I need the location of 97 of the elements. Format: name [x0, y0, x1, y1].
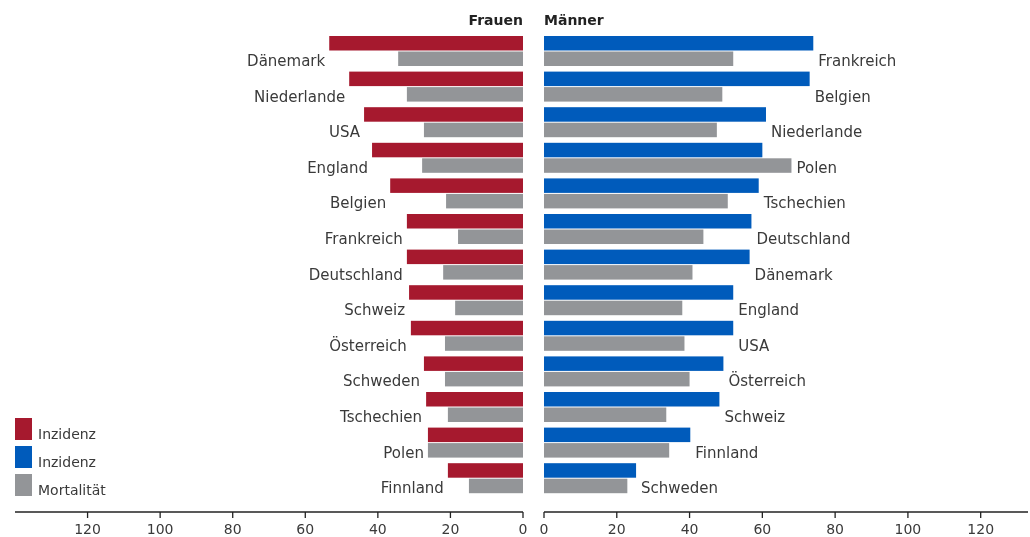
bar: [544, 285, 734, 300]
bar: [458, 229, 523, 244]
y-tick-label: USA: [738, 336, 771, 355]
bar: [423, 356, 523, 371]
y-tick-label: Dänemark: [754, 265, 834, 284]
bar: [544, 158, 792, 173]
y-tick-label: England: [738, 301, 800, 320]
bar: [468, 478, 523, 494]
bar: [544, 249, 750, 265]
bar: [329, 36, 523, 51]
bar: [446, 193, 523, 209]
bar: [544, 87, 723, 102]
bar: [426, 392, 523, 407]
y-tick-label: Schweiz: [724, 408, 786, 426]
bar: [349, 71, 523, 87]
bar: [544, 336, 685, 351]
y-tick-label: Tschechien: [762, 194, 846, 213]
y-tick-label: Belgien: [814, 87, 871, 106]
bar: [364, 107, 523, 122]
y-tick-label: England: [307, 158, 369, 177]
y-tick-label: USA: [329, 123, 361, 142]
x-tick-label: 80: [826, 521, 845, 537]
bar: [390, 178, 523, 193]
x-tick-label: 120: [967, 521, 995, 537]
bar: [443, 265, 523, 280]
x-tick-label: 60: [753, 521, 772, 537]
bar: [544, 265, 693, 280]
bar: [544, 427, 691, 443]
bar: [544, 392, 720, 407]
bar: [544, 36, 814, 51]
y-tick-label: Österreich: [329, 335, 407, 355]
y-tick-label: Dänemark: [247, 52, 326, 70]
bar: [544, 142, 763, 158]
bar: [544, 407, 667, 422]
bar: [544, 478, 628, 494]
bar: [544, 320, 734, 336]
bar: [544, 229, 704, 244]
bar: [544, 214, 752, 229]
y-tick-label: Tschechien: [338, 408, 423, 426]
x-tick-label: 0: [518, 521, 528, 537]
bar: [544, 443, 670, 458]
bar: [447, 407, 523, 422]
bar: [427, 427, 523, 443]
bar: [372, 142, 523, 158]
y-tick-label: Deutschland: [308, 265, 403, 284]
bar: [544, 51, 734, 66]
bar: [544, 107, 766, 122]
bar: [406, 249, 523, 265]
chart-title: Frauen: [468, 12, 523, 28]
legend-label: Inzidenz: [38, 426, 96, 442]
y-tick-label: Schweiz: [344, 301, 406, 320]
y-tick-label: Niederlande: [254, 87, 346, 106]
x-tick-label: 20: [441, 521, 460, 537]
y-tick-label: Deutschland: [756, 230, 851, 248]
bar: [544, 371, 690, 387]
y-tick-label: Finnland: [380, 479, 444, 498]
bar: [410, 320, 523, 336]
bar: [544, 178, 759, 193]
x-tick-label: 40: [680, 521, 699, 537]
legend-label: Mortalität: [38, 482, 107, 498]
bar: [398, 51, 523, 66]
x-tick-label: 120: [74, 521, 101, 537]
bar: [544, 193, 728, 209]
legend-label: Inzidenz: [38, 454, 96, 470]
y-tick-label: Finnland: [695, 443, 759, 462]
x-tick-label: 20: [607, 521, 626, 537]
bar: [444, 336, 523, 351]
bar: [447, 463, 523, 478]
bar: [444, 371, 523, 387]
y-tick-label: Polen: [796, 158, 838, 177]
y-tick-label: Österreich: [728, 371, 807, 391]
bar: [544, 300, 683, 316]
bar: [544, 463, 637, 478]
y-tick-label: Niederlande: [770, 123, 863, 142]
y-tick-label: Frankreich: [818, 52, 897, 70]
bar: [422, 158, 523, 173]
bar: [406, 214, 523, 229]
bar: [406, 87, 523, 102]
bar: [423, 122, 523, 138]
x-tick-label: 60: [296, 521, 315, 537]
y-tick-label: Schweden: [342, 372, 420, 391]
x-tick-label: 100: [894, 521, 922, 537]
chart-title: Männer: [544, 12, 604, 28]
x-tick-label: 0: [539, 521, 549, 537]
y-tick-label: Frankreich: [324, 230, 403, 248]
x-tick-label: 80: [223, 521, 242, 537]
bar: [427, 443, 523, 458]
bar: [544, 356, 724, 371]
bar: [544, 122, 717, 138]
bar: [455, 300, 523, 316]
y-tick-label: Belgien: [330, 194, 387, 213]
x-tick-label: 100: [146, 521, 174, 537]
y-tick-label: Schweden: [641, 479, 719, 498]
y-tick-label: Polen: [383, 443, 424, 462]
bar: [544, 71, 810, 87]
x-tick-label: 40: [368, 521, 387, 537]
bar: [409, 285, 523, 300]
